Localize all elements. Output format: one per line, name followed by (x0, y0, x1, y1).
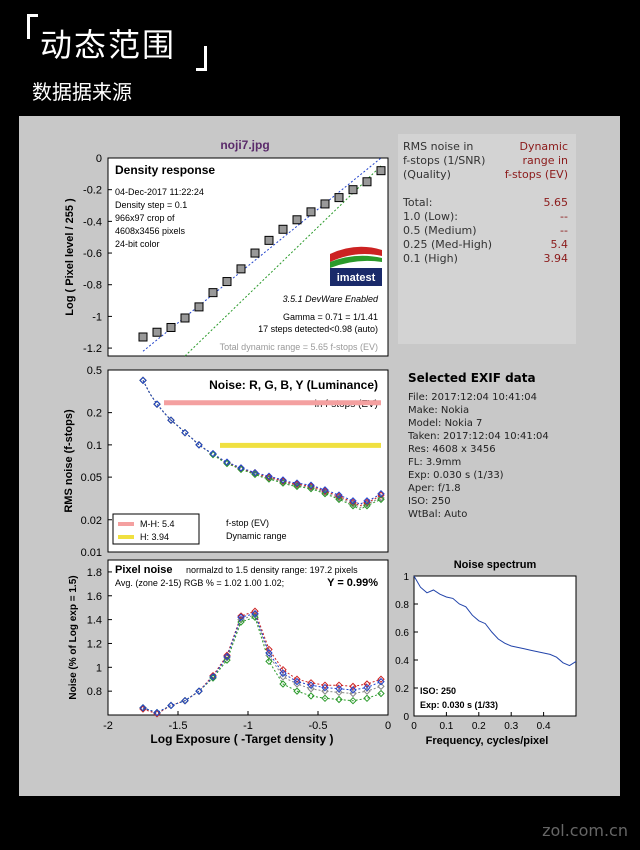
rms-row-label: 0.1 (High) (403, 252, 458, 265)
header-bracket-right (196, 46, 207, 71)
exif-lines: File: 2017:12:04 10:41:04 Make: Nokia Mode… (408, 391, 549, 521)
header-subtitle: 数据据来源 (32, 80, 132, 104)
rms-legend-box: RMS noise in f-stops (1/SNR) (Quality) Dyn… (398, 134, 576, 344)
exif-line: File: 2017:12:04 10:41:04 (408, 392, 538, 403)
rms-row-label: 0.25 (Med-High) (403, 238, 493, 251)
dynamic-range-title: Dynamic range in f-stops (EV) (504, 140, 568, 181)
exif-line: Res: 4608 x 3456 (408, 444, 496, 455)
exif-line: FL: 3.9mm (408, 457, 462, 468)
exif-line: ISO: 250 (408, 496, 451, 507)
rms-row-label: 0.5 (Medium) (403, 224, 477, 237)
exif-line: Aper: f/1.8 (408, 483, 461, 494)
rms-row-value: -- (560, 210, 568, 223)
rms-row-label: Total: (403, 196, 433, 209)
rms-row-value: 3.94 (543, 252, 569, 265)
exif-heading: Selected EXIF data (408, 371, 536, 385)
exif-panel: Selected EXIF data File: 2017:12:04 10:4… (408, 372, 549, 521)
rms-row-value: 5.4 (550, 238, 569, 251)
exif-line: Model: Nokia 7 (408, 418, 483, 429)
rms-title: RMS noise in f-stops (1/SNR) (Quality) (403, 140, 486, 181)
watermark: zol.com.cn (542, 821, 628, 840)
exif-line: Make: Nokia (408, 405, 470, 416)
exif-line: Taken: 2017:12:04 10:41:04 (408, 431, 549, 442)
exif-line: WtBal: Auto (408, 509, 468, 520)
header-bracket-left (27, 14, 38, 39)
rms-row-value: -- (560, 224, 568, 237)
header-title: 动态范围 (40, 26, 177, 64)
exif-line: Exp: 0.030 s (1/33) (408, 470, 504, 481)
rms-row-value: 5.65 (543, 196, 569, 209)
rms-row-label: 1.0 (Low): (403, 210, 458, 223)
